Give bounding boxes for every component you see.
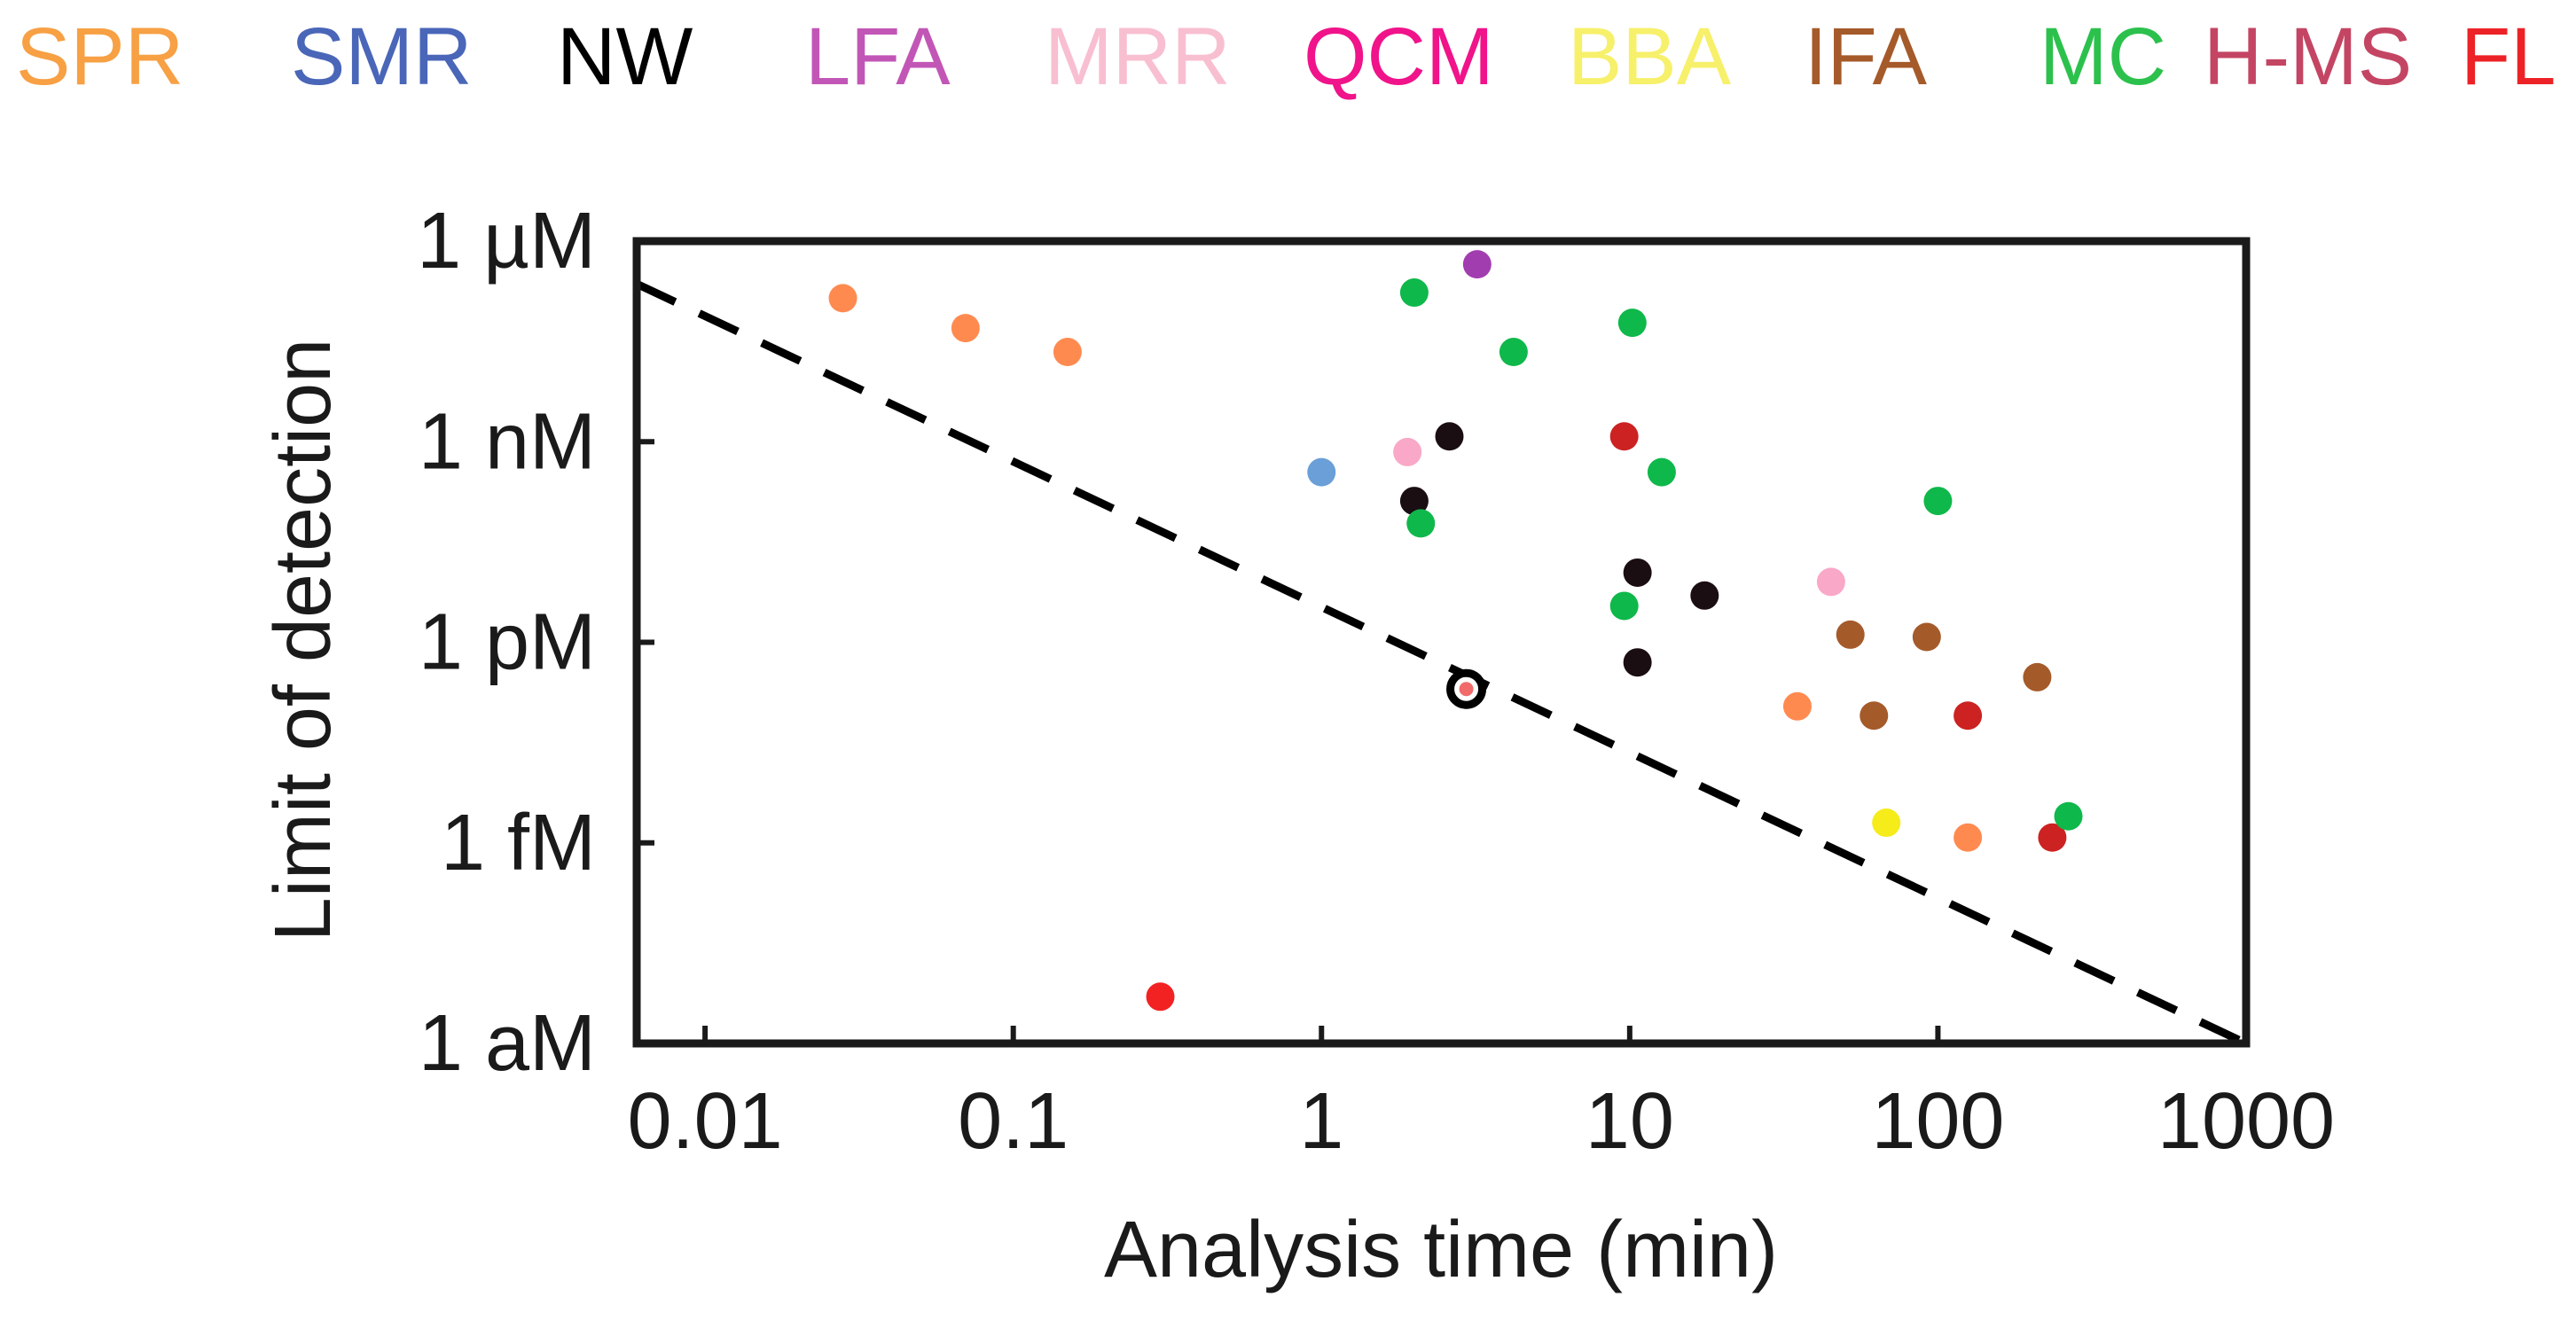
legend-mrr: MRR [1045, 12, 1231, 102]
data-point [1609, 422, 1639, 451]
data-point [1954, 823, 1983, 852]
x-axis-ticks: 0.01 0.1 1 10 100 1000 [628, 1026, 2335, 1166]
data-point [1617, 309, 1647, 338]
legend-bba: BBA [1568, 12, 1732, 102]
data-point [1860, 701, 1889, 730]
data-point [1623, 558, 1652, 587]
data-point [2038, 823, 2067, 852]
data-points [828, 250, 2083, 1012]
x-tick-label: 100 [1871, 1077, 2004, 1166]
data-point [1609, 591, 1639, 621]
data-point [1816, 567, 1845, 597]
y-tick-label: 1 pM [419, 598, 596, 687]
data-point [1462, 250, 1492, 279]
data-point [1647, 457, 1676, 487]
legend-mc: MC [2040, 12, 2167, 102]
y-tick-label: 1 nM [419, 397, 596, 486]
x-axis-label: Analysis time (min) [1104, 1206, 1778, 1294]
data-point [1406, 509, 1436, 538]
data-point [2023, 662, 2052, 691]
data-point [1912, 622, 1941, 652]
legend-qcm: QCM [1304, 12, 1494, 102]
y-tick-label: 1 aM [419, 999, 596, 1088]
legend-ifa: IFA [1805, 12, 1928, 102]
data-point [1923, 487, 1953, 516]
x-tick-label: 10 [1586, 1077, 1674, 1166]
data-point [1146, 982, 1175, 1012]
data-point [2054, 801, 2083, 831]
y-tick-label: 1 fM [441, 799, 596, 887]
x-tick-label: 0.01 [628, 1077, 783, 1166]
y-axis-ticks: 1 aM 1 fM 1 pM 1 nM 1 µM [417, 197, 654, 1088]
legend-nw: NW [557, 12, 693, 102]
y-axis-label: Limit of detection [259, 339, 348, 941]
legend-fl: FL [2461, 12, 2556, 102]
data-point [1459, 682, 1474, 697]
data-point [1399, 278, 1429, 308]
data-point [1393, 437, 1422, 466]
data-point [1435, 422, 1464, 451]
legend-spr: SPR [16, 12, 184, 102]
x-tick-label: 1000 [2157, 1077, 2335, 1166]
legend-h-ms: H-MS [2204, 12, 2413, 102]
plot-frame [632, 237, 2251, 1048]
data-point [1954, 701, 1983, 730]
data-point [1499, 338, 1528, 367]
dashed-trend-line [635, 280, 2248, 1048]
data-point [1872, 809, 1901, 838]
legend-lfa: LFA [805, 12, 951, 102]
data-point [1690, 581, 1719, 610]
legend: SPR SMR NW LFA MRR QCM BBA IFA MC H-MS F… [0, 11, 2576, 117]
x-tick-label: 1 [1299, 1077, 1343, 1166]
y-tick-label: 1 µM [417, 197, 596, 285]
data-point [1399, 487, 1429, 516]
trend-line-group [635, 280, 2248, 1048]
legend-smr: SMR [291, 12, 473, 102]
data-point [1053, 338, 1082, 367]
data-point [951, 314, 980, 343]
data-point [1782, 691, 1812, 721]
x-tick-label: 0.1 [958, 1077, 1069, 1166]
data-point [828, 284, 857, 313]
data-point [1623, 648, 1652, 677]
data-point [1836, 620, 1865, 649]
data-point [1307, 457, 1336, 487]
